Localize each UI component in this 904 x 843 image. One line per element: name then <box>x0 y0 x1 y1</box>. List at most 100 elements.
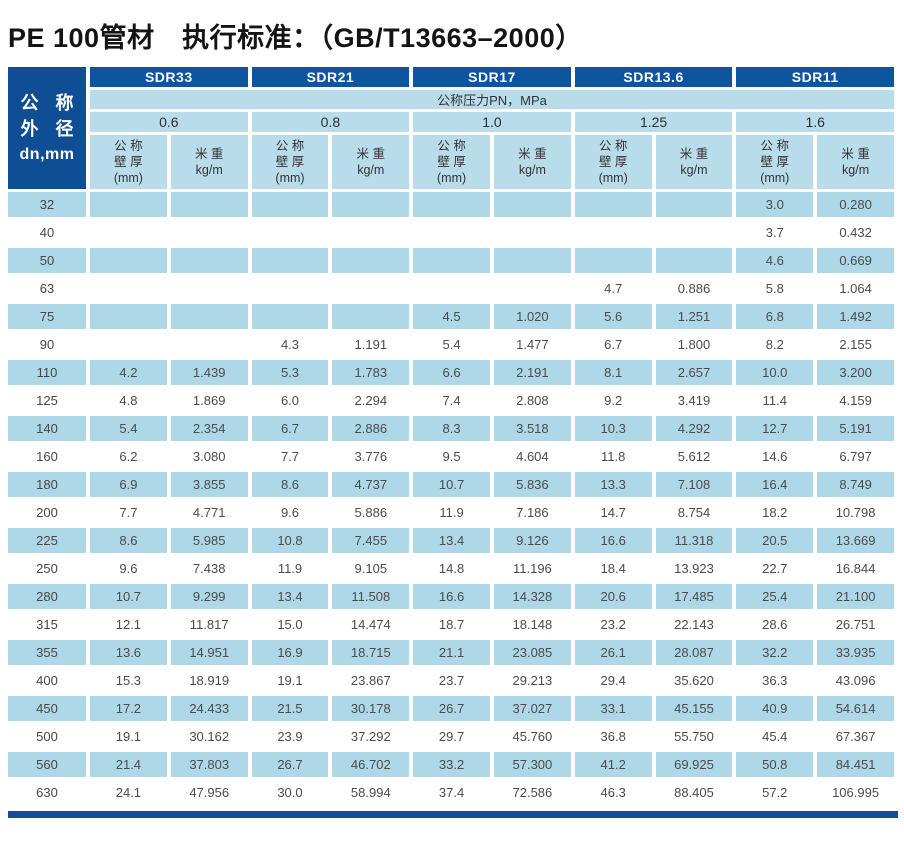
table-cell: 50.8 <box>736 752 814 777</box>
table-cell: 5.612 <box>655 444 733 469</box>
table-cell: 36.8 <box>574 724 652 749</box>
table-cell: 22.7 <box>736 556 814 581</box>
row-dn-value: 50 <box>8 248 86 273</box>
table-cell: 23.085 <box>493 640 571 665</box>
table-cell: 20.6 <box>574 584 652 609</box>
table-cell: 16.9 <box>251 640 329 665</box>
thickness-header: 公 称 壁 厚 (mm) <box>574 135 652 189</box>
thickness-header-line: 壁 厚 <box>760 154 790 169</box>
table-cell: 3.776 <box>332 444 410 469</box>
table-cell: 18.715 <box>332 640 410 665</box>
table-cell: 14.328 <box>493 584 571 609</box>
table-cell: 3.200 <box>817 360 894 385</box>
table-cell: 13.923 <box>655 556 733 581</box>
table-cell <box>251 248 329 273</box>
table-row: 400 15.3 18.919 19.1 23.867 23.7 29.213 29.4 35.… <box>8 668 894 693</box>
table-cell <box>574 220 652 245</box>
row-dn-value: 75 <box>8 304 86 329</box>
table-cell: 33.935 <box>817 640 894 665</box>
table-cell: 67.367 <box>817 724 894 749</box>
table-cell: 24.1 <box>90 780 167 805</box>
table-cell: 8.749 <box>817 472 894 497</box>
table-cell: 2.657 <box>655 360 733 385</box>
table-cell <box>413 276 490 301</box>
table-cell: 10.3 <box>574 416 652 441</box>
sdr-header-row: 公 称 外 径 dn,mm SDR33 SDR21 SDR17 SDR13.6 … <box>8 67 894 189</box>
table-row: 450 17.2 24.433 21.5 30.178 26.7 37.027 33.1 45.… <box>8 696 894 721</box>
sdr-group-header: SDR17 <box>413 67 571 87</box>
corner-line3: dn,mm <box>19 145 75 163</box>
table-cell: 29.213 <box>493 668 571 693</box>
table-cell: 15.0 <box>251 612 329 637</box>
weight-header-line: 米 重 <box>356 146 386 161</box>
table-cell: 11.318 <box>655 528 733 553</box>
weight-header: 米 重 kg/m <box>170 135 248 189</box>
table-cell: 11.9 <box>251 556 329 581</box>
table-cell: 18.919 <box>170 668 248 693</box>
table-cell: 18.148 <box>493 612 571 637</box>
table-cell: 12.7 <box>736 416 814 441</box>
table-cell: 4.604 <box>493 444 571 469</box>
table-cell: 3.7 <box>736 220 814 245</box>
row-dn-value: 125 <box>8 388 86 413</box>
table-cell: 37.292 <box>332 724 410 749</box>
corner-line1: 公 称 <box>20 93 80 114</box>
table-cell: 54.614 <box>817 696 894 721</box>
table-cell: 30.178 <box>332 696 410 721</box>
row-dn-value: 160 <box>8 444 86 469</box>
table-cell: 17.2 <box>90 696 167 721</box>
table-cell <box>170 276 248 301</box>
table-cell: 40.9 <box>736 696 814 721</box>
table-cell: 28.087 <box>655 640 733 665</box>
pipe-spec-table: 公 称 外 径 dn,mm SDR33 SDR21 SDR17 SDR13.6 … <box>4 64 898 808</box>
table-cell: 28.6 <box>736 612 814 637</box>
table-cell: 7.438 <box>170 556 248 581</box>
table-cell: 1.869 <box>170 388 248 413</box>
row-dn-value: 400 <box>8 668 86 693</box>
table-cell: 106.995 <box>817 780 894 805</box>
table-cell: 11.4 <box>736 388 814 413</box>
thickness-header: 公 称 壁 厚 (mm) <box>736 135 814 189</box>
pressure-value: 1.0 <box>413 112 571 132</box>
table-cell <box>251 192 329 217</box>
row-dn-value: 40 <box>8 220 86 245</box>
table-cell <box>251 304 329 329</box>
table-cell: 1.251 <box>655 304 733 329</box>
pressure-title-row: 公称压力PN，MPa <box>8 90 894 109</box>
table-cell: 4.3 <box>251 332 329 357</box>
table-cell: 10.0 <box>736 360 814 385</box>
table-cell <box>574 248 652 273</box>
table-cell: 26.751 <box>817 612 894 637</box>
table-cell: 2.155 <box>817 332 894 357</box>
table-cell: 14.6 <box>736 444 814 469</box>
table-cell: 55.750 <box>655 724 733 749</box>
table-cell: 9.6 <box>90 556 167 581</box>
table-cell: 11.9 <box>413 500 490 525</box>
table-cell: 1.492 <box>817 304 894 329</box>
table-cell: 6.797 <box>817 444 894 469</box>
weight-header: 米 重 kg/m <box>817 135 894 189</box>
table-cell <box>413 192 490 217</box>
table-cell: 4.737 <box>332 472 410 497</box>
table-cell: 7.186 <box>493 500 571 525</box>
table-cell: 29.7 <box>413 724 490 749</box>
table-cell: 10.7 <box>90 584 167 609</box>
table-cell: 23.9 <box>251 724 329 749</box>
sdr-group-header: SDR21 <box>251 67 410 87</box>
table-cell: 1.064 <box>817 276 894 301</box>
table-cell: 4.771 <box>170 500 248 525</box>
table-cell: 26.7 <box>251 752 329 777</box>
table-row: 560 21.4 37.803 26.7 46.702 33.2 57.300 41.2 69.… <box>8 752 894 777</box>
table-cell: 18.4 <box>574 556 652 581</box>
table-cell <box>170 220 248 245</box>
table-cell <box>90 332 167 357</box>
table-cell <box>413 248 490 273</box>
table-cell <box>90 304 167 329</box>
table-cell: 8.2 <box>736 332 814 357</box>
table-cell: 8.1 <box>574 360 652 385</box>
table-cell: 11.196 <box>493 556 571 581</box>
table-row: 630 24.1 47.956 30.0 58.994 37.4 72.586 46.3 88.… <box>8 780 894 805</box>
table-cell: 30.0 <box>251 780 329 805</box>
row-dn-value: 63 <box>8 276 86 301</box>
table-cell: 4.7 <box>574 276 652 301</box>
